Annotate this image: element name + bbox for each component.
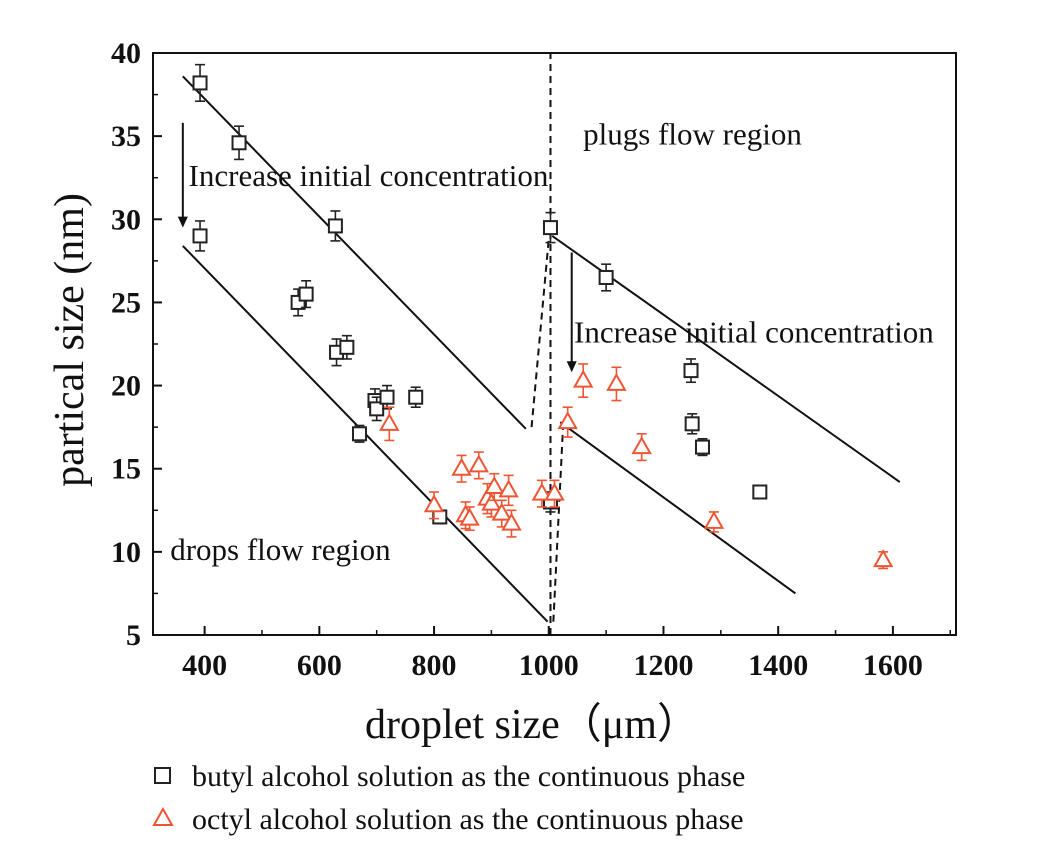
y-tick-label: 5 [126, 619, 141, 652]
data-point-octyl [544, 482, 565, 501]
trend-line [182, 75, 527, 430]
data-point-butyl [379, 389, 395, 405]
arrow-head [177, 216, 188, 228]
y-tick-label: 30 [111, 203, 141, 236]
data-point-butyl [752, 484, 768, 500]
data-point-butyl [298, 286, 314, 302]
annotation-text: Increase initial concentration [189, 158, 549, 193]
data-point-octyl [606, 372, 627, 391]
data-point-butyl [351, 426, 367, 442]
y-tick-label: 10 [111, 536, 141, 569]
data-point-octyl [631, 436, 652, 455]
x-axis-title: droplet size（μm） [365, 702, 699, 748]
y-tick-label: 40 [111, 37, 141, 70]
data-point-butyl [408, 389, 424, 405]
data-point-butyl [192, 228, 208, 244]
legend: butyl alcohol solution as the continuous… [152, 760, 745, 836]
data-point-octyl [451, 457, 472, 476]
plot-area: 400 600 800 1000 1200 1400 1600 5 10 15 20 25 30 35 40… [111, 37, 957, 682]
region-boundary-dashed-line [552, 425, 565, 622]
data-point-octyl [498, 479, 519, 498]
x-tick-label: 1200 [633, 649, 693, 682]
data-point-octyl [531, 482, 553, 501]
arrow-head [566, 361, 577, 373]
data-point-octyl [572, 369, 594, 388]
trend-line [559, 421, 796, 595]
data-point-butyl [339, 339, 355, 355]
data-point-octyl [872, 549, 894, 568]
data-point-octyl [491, 502, 512, 521]
x-tick-label: 1600 [863, 649, 923, 682]
x-tick-label: 600 [297, 649, 342, 682]
data-point-octyl [501, 512, 522, 531]
y-tick-label: 20 [111, 370, 141, 403]
legend-label-butyl: butyl alcohol solution as the continuous… [192, 760, 745, 793]
x-tick-label: 800 [412, 649, 457, 682]
data-point-octyl [703, 510, 725, 529]
legend-label-octyl: octyl alcohol solution as the continuous… [192, 803, 744, 836]
data-point-butyl [432, 509, 448, 525]
data-point-butyl [683, 363, 699, 379]
y-tick-label: 25 [111, 286, 141, 319]
y-tick-label: 35 [111, 120, 141, 153]
annotation-text: drops flow region [170, 532, 391, 567]
data-point-octyl [459, 507, 480, 526]
legend-marker-butyl [154, 767, 171, 784]
data-point-octyl [423, 494, 445, 513]
data-point-butyl [694, 439, 710, 455]
annotation-text: Increase initial concentration [574, 314, 934, 349]
x-tick-label: 1000 [519, 649, 579, 682]
data-point-octyl [481, 492, 502, 511]
region-boundary-dashed-line [530, 239, 550, 428]
data-point-butyl [327, 218, 343, 234]
data-point-butyl [598, 269, 614, 285]
data-point-butyl [542, 220, 558, 236]
legend-marker-octyl [152, 806, 174, 826]
y-axis-title: partical size (nm) [47, 193, 93, 487]
data-point-butyl [192, 75, 208, 91]
data-point-butyl [231, 135, 247, 151]
data-point-octyl [468, 454, 490, 473]
x-tick-label: 400 [182, 649, 227, 682]
data-point-octyl [484, 475, 505, 495]
data-point-octyl [379, 412, 400, 431]
data-point-octyl [557, 411, 578, 430]
annotation-text: plugs flow region [583, 116, 802, 151]
data-point-butyl [684, 416, 700, 432]
y-tick-label: 15 [111, 453, 141, 486]
x-tick-label: 1400 [748, 649, 808, 682]
